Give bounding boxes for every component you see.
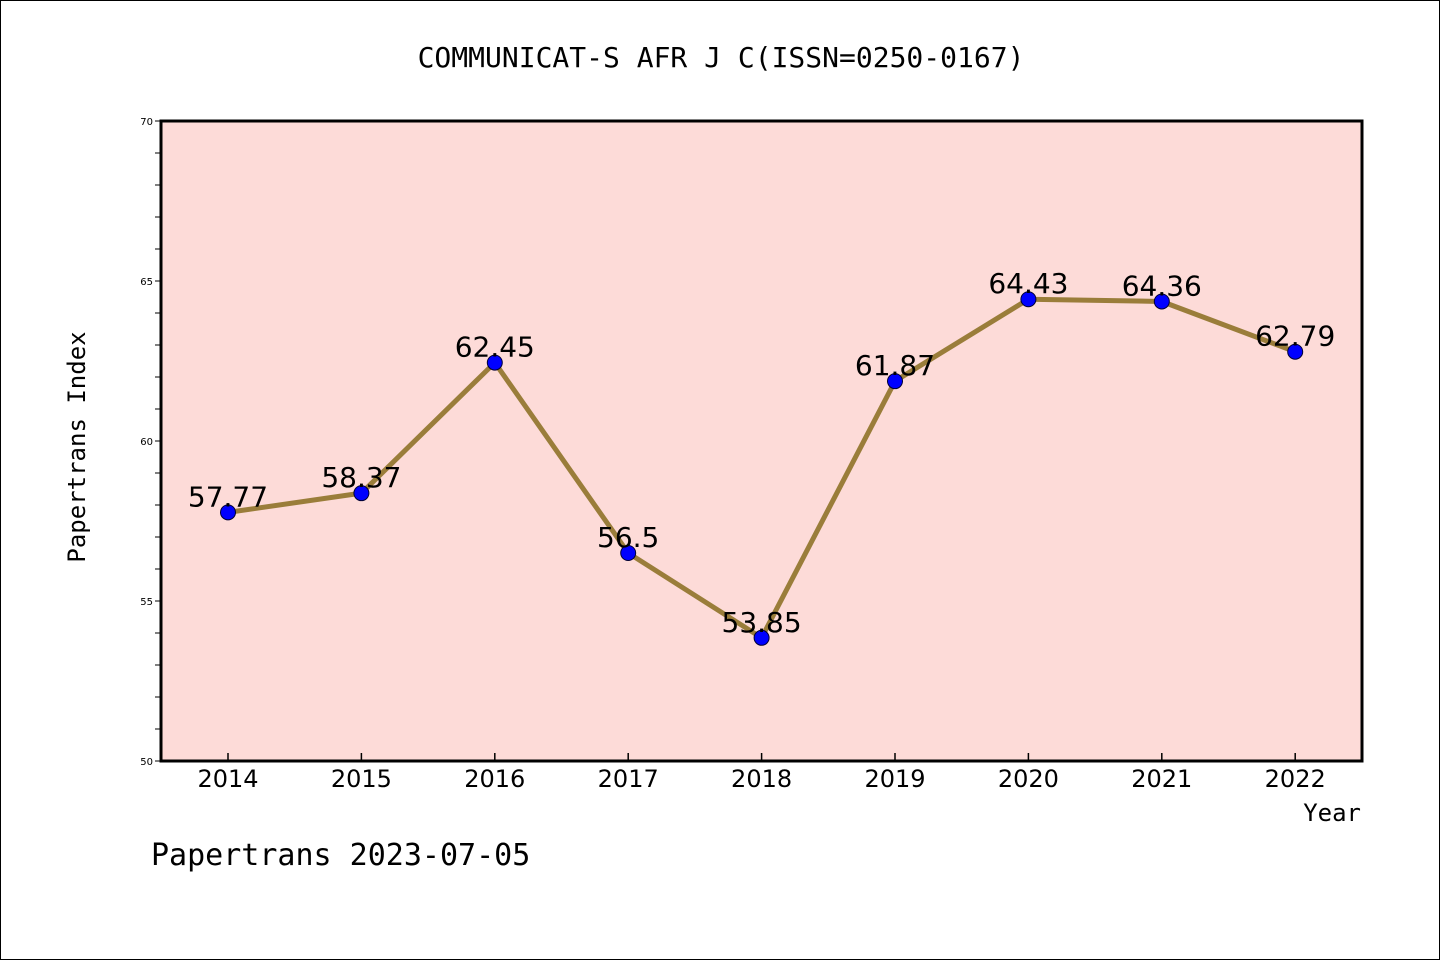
data-label: 58.37 xyxy=(321,461,401,494)
y-axis-label: Papertrans Index xyxy=(63,331,91,562)
y-axis-ticks: 50 55 60 65 70 xyxy=(140,117,161,768)
data-point-marker xyxy=(1287,343,1304,360)
data-point-marker xyxy=(220,504,236,521)
y-tick-label: 65 xyxy=(140,277,153,288)
x-tick-label: 2018 xyxy=(731,765,792,793)
data-label: 62.79 xyxy=(1255,320,1335,353)
plot-area xyxy=(161,121,1362,761)
data-label: 57.77 xyxy=(188,480,268,513)
data-labels: 57.77 58.37 62.45 56.5 53.85 61.87 64.43 64.36 6… xyxy=(188,267,1335,639)
data-label: 64.36 xyxy=(1122,269,1202,302)
data-label: 61.87 xyxy=(855,349,935,382)
data-point-marker xyxy=(353,485,370,502)
data-point-marker xyxy=(1153,293,1170,310)
data-point-marker xyxy=(1020,291,1037,308)
y-tick-label: 60 xyxy=(140,437,153,448)
x-axis-ticks: 2014 2015 2016 2017 2018 2019 2020 2021 2022 xyxy=(197,753,1326,793)
x-axis-label: Year xyxy=(1303,799,1361,827)
data-label: 64.43 xyxy=(988,267,1068,300)
data-point-marker xyxy=(887,373,903,390)
data-label: 56.5 xyxy=(597,521,659,554)
data-series xyxy=(220,291,1304,646)
x-tick-label: 2016 xyxy=(464,765,525,793)
x-tick-label: 2019 xyxy=(864,765,925,793)
y-tick-label: 55 xyxy=(140,597,153,608)
y-tick-label: 50 xyxy=(140,757,153,768)
x-tick-label: 2017 xyxy=(598,765,659,793)
x-tick-label: 2015 xyxy=(331,765,392,793)
plot-border xyxy=(159,119,1364,763)
data-point-marker xyxy=(753,629,770,646)
data-label: 62.45 xyxy=(455,331,535,364)
footer-credit: Papertrans 2023-07-05 xyxy=(151,838,530,873)
x-tick-label: 2022 xyxy=(1265,765,1326,793)
data-label: 53.85 xyxy=(722,606,802,639)
x-tick-label: 2020 xyxy=(998,765,1059,793)
data-point-marker xyxy=(486,354,503,371)
x-tick-label: 2021 xyxy=(1131,765,1192,793)
y-tick-label: 70 xyxy=(140,117,153,128)
data-point-marker xyxy=(620,545,637,561)
chart-title: COMMUNICAT-S AFR J C(ISSN=0250-0167) xyxy=(418,41,1025,74)
x-tick-label: 2014 xyxy=(197,765,258,793)
